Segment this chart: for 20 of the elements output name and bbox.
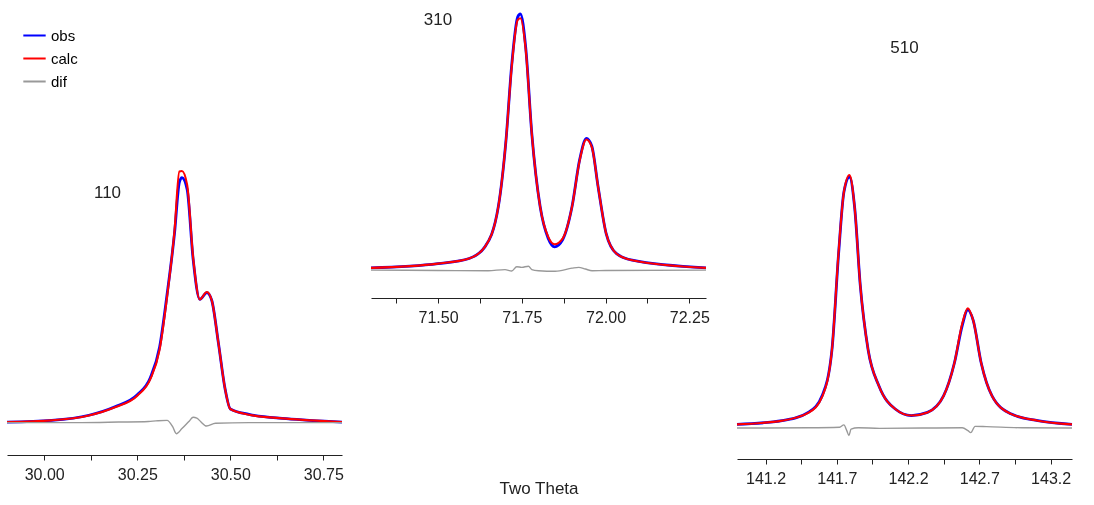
x-tick-label: 71.50 [418, 308, 459, 326]
x-tick-label: 141.7 [817, 469, 858, 487]
x-tick-label: 30.75 [303, 465, 345, 483]
x-tick-label: 72.00 [585, 308, 627, 326]
text: 510 [890, 38, 919, 57]
x-tick-label: 142.7 [959, 469, 1000, 487]
x-tick-label: 71.75 [502, 308, 543, 326]
x-tick-label: 141.2 [745, 469, 787, 487]
legend-label: obs [51, 26, 76, 44]
legend-label: calc [51, 49, 79, 67]
x-tick-label: 30.50 [210, 465, 251, 483]
annotation: 110 [93, 183, 122, 202]
x-tick-label: 30.25 [117, 465, 158, 483]
legend-label: dif [51, 72, 68, 90]
x-tick-label: 143.2 [1031, 469, 1072, 487]
x-tick-label: 30.00 [24, 465, 65, 483]
x-tick-label: 142.2 [888, 469, 929, 487]
x-axis-title: Two Theta [499, 478, 580, 498]
annotation: 310 [423, 10, 453, 29]
x-tick-label: 72.25 [669, 308, 710, 326]
